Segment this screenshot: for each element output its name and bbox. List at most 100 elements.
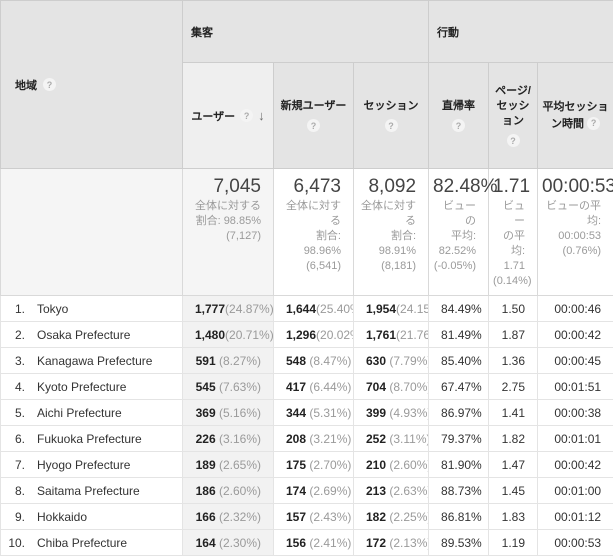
summary-sessions: 8,092 全体に対する 割合: 98.91% (8,181) (354, 169, 429, 296)
new-users-cell: 548 (8.47%) (274, 348, 354, 374)
avg-session-duration-cell: 00:01:00 (538, 478, 613, 504)
users-cell: 545 (7.63%) (183, 374, 274, 400)
region-link[interactable]: Osaka Prefecture (37, 328, 130, 342)
region-cell[interactable]: 2.Osaka Prefecture (1, 322, 183, 348)
summary-subtext: (6,541) (278, 259, 341, 274)
summary-subtext: 全体に対する (278, 199, 341, 229)
summary-value: 7,045 (187, 175, 261, 199)
group-header-label: 行動 (437, 27, 459, 39)
column-header-label: 新規ユーザー (281, 99, 347, 114)
region-cell[interactable]: 1. Tokyo (1, 296, 183, 322)
region-link[interactable]: Chiba Prefecture (37, 536, 127, 550)
table-row: 4.Kyoto Prefecture 545 (7.63%) 417 (6.44… (1, 374, 613, 400)
group-header-behavior: 行動 (429, 1, 613, 63)
summary-subtext: 82.52% (433, 244, 476, 259)
column-header-avg-session-duration[interactable]: 平均セッション時間 ? (538, 63, 613, 169)
summary-bounce-rate: 82.48% ビューの 平均: 82.52% (-0.05%) (429, 169, 489, 296)
users-cell: 1,480(20.71%) (183, 322, 274, 348)
sessions-cell: 213 (2.63%) (354, 478, 429, 504)
summary-subtext: (8,181) (358, 259, 416, 274)
column-header-bounce-rate[interactable]: 直帰率 ? (429, 63, 489, 169)
region-cell[interactable]: 6.Fukuoka Prefecture (1, 426, 183, 452)
region-header-label: 地域 (15, 77, 37, 93)
column-header-users[interactable]: ユーザー ? ↓ (183, 63, 274, 169)
row-rank: 5. (1, 406, 25, 420)
region-cell[interactable]: 7. Hyogo Prefecture (1, 452, 183, 478)
region-link[interactable]: Hyogo Prefecture (37, 458, 130, 472)
sessions-cell: 1,954(24.15%) (354, 296, 429, 322)
avg-session-duration-cell: 00:00:53 (538, 530, 613, 556)
row-rank: 10. (1, 536, 25, 550)
avg-session-duration-cell: 00:00:42 (538, 322, 613, 348)
help-icon[interactable]: ? (43, 78, 56, 91)
column-header-pages-per-session[interactable]: ページ/セッション ? (489, 63, 538, 169)
header-group-row: 地域 ? 集客 行動 (1, 1, 613, 63)
region-cell[interactable]: 4.Kyoto Prefecture (1, 374, 183, 400)
summary-subtext: の平均: (493, 229, 525, 259)
row-rank: 1. (1, 302, 25, 316)
pages-per-session-cell: 2.75 (489, 374, 538, 400)
region-link[interactable]: Kanagawa Prefecture (37, 354, 152, 368)
help-icon[interactable]: ? (307, 119, 320, 132)
summary-value: 8,092 (358, 175, 416, 199)
bounce-rate-cell: 86.81% (429, 504, 489, 530)
pages-per-session-cell: 1.50 (489, 296, 538, 322)
bounce-rate-cell: 85.40% (429, 348, 489, 374)
sessions-cell: 704 (8.70%) (354, 374, 429, 400)
help-icon[interactable]: ? (385, 119, 398, 132)
summary-subtext: 1.71 (493, 259, 525, 274)
users-cell: 164 (2.30%) (183, 530, 274, 556)
new-users-cell: 156 (2.41%) (274, 530, 354, 556)
sessions-cell: 1,761(21.76%) (354, 322, 429, 348)
row-rank: 7. (1, 458, 25, 472)
users-cell: 186 (2.60%) (183, 478, 274, 504)
avg-session-duration-cell: 00:00:45 (538, 348, 613, 374)
pages-per-session-cell: 1.36 (489, 348, 538, 374)
help-icon[interactable]: ? (240, 109, 253, 122)
help-icon[interactable]: ? (452, 119, 465, 132)
users-cell: 226 (3.16%) (183, 426, 274, 452)
column-header-sessions[interactable]: セッション ? (354, 63, 429, 169)
region-cell[interactable]: 10. Chiba Prefecture (1, 530, 183, 556)
region-link[interactable]: Hokkaido (37, 510, 87, 524)
users-cell: 189 (2.65%) (183, 452, 274, 478)
region-link[interactable]: Tokyo (37, 302, 68, 316)
region-link[interactable]: Saitama Prefecture (37, 484, 140, 498)
column-header-region[interactable]: 地域 ? (1, 1, 183, 169)
summary-subtext: 均: 00:00:53 (542, 214, 601, 244)
region-cell[interactable]: 8.Saitama Prefecture (1, 478, 183, 504)
avg-session-duration-cell: 00:00:38 (538, 400, 613, 426)
summary-value: 82.48% (433, 175, 476, 199)
summary-subtext: ビューの (433, 199, 476, 229)
pages-per-session-cell: 1.47 (489, 452, 538, 478)
bounce-rate-cell: 84.49% (429, 296, 489, 322)
summary-subtext: ビュー (493, 199, 525, 229)
summary-subtext: 割合: 98.96% (278, 229, 341, 259)
sessions-cell: 252 (3.11%) (354, 426, 429, 452)
region-cell[interactable]: 3.Kanagawa Prefecture (1, 348, 183, 374)
summary-subtext: 全体に対する (187, 199, 261, 214)
region-link[interactable]: Fukuoka Prefecture (37, 432, 142, 446)
region-cell[interactable]: 9.Hokkaido (1, 504, 183, 530)
summary-value: 1.71 (493, 175, 525, 199)
help-icon[interactable]: ? (507, 134, 520, 147)
new-users-cell: 1,644(25.40%) (274, 296, 354, 322)
summary-subtext: (-0.05%) (433, 259, 476, 274)
new-users-cell: 175 (2.70%) (274, 452, 354, 478)
avg-session-duration-cell: 00:00:42 (538, 452, 613, 478)
summary-subtext: (0.14%) (493, 274, 525, 289)
region-link[interactable]: Aichi Prefecture (37, 406, 122, 420)
new-users-cell: 417 (6.44%) (274, 374, 354, 400)
avg-session-duration-cell: 00:00:46 (538, 296, 613, 322)
bounce-rate-cell: 81.90% (429, 452, 489, 478)
help-icon[interactable]: ? (587, 117, 600, 130)
sessions-cell: 630 (7.79%) (354, 348, 429, 374)
new-users-cell: 174 (2.69%) (274, 478, 354, 504)
summary-subtext: (7,127) (187, 229, 261, 244)
region-link[interactable]: Kyoto Prefecture (37, 380, 126, 394)
summary-subtext: 平均: (433, 229, 476, 244)
region-cell[interactable]: 5. Aichi Prefecture (1, 400, 183, 426)
users-cell: 1,777(24.87%) (183, 296, 274, 322)
column-header-new-users[interactable]: 新規ユーザー ? (274, 63, 354, 169)
column-header-label: 直帰率 (442, 99, 475, 114)
